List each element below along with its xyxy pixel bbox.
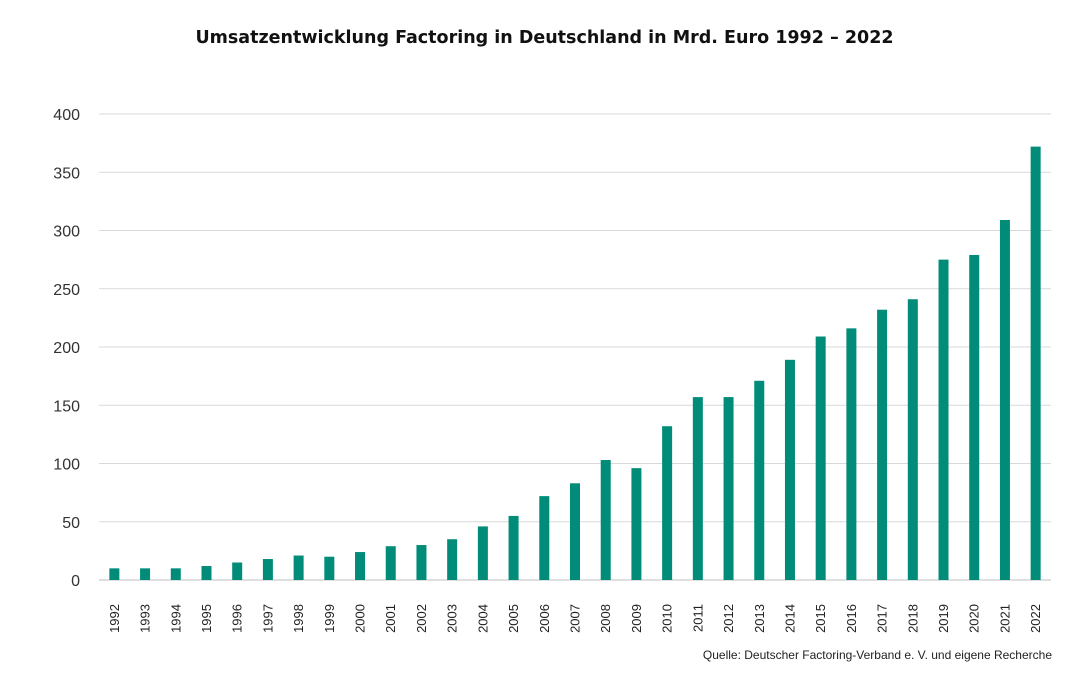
x-tick-label: 2020: [967, 604, 982, 633]
bar-2002: [416, 545, 427, 580]
x-tick-label: 1999: [322, 604, 337, 633]
bar-2001: [385, 546, 396, 580]
bar-2010: [662, 426, 673, 580]
chart-title: Umsatzentwicklung Factoring in Deutschla…: [195, 28, 894, 48]
x-tick-label: 1994: [168, 604, 183, 633]
x-tick-label: 2006: [537, 604, 552, 633]
bars: [109, 146, 1041, 580]
y-tick-label: 250: [53, 282, 80, 299]
x-tick-label: 2014: [782, 604, 797, 633]
bar-1994: [170, 568, 181, 580]
bar-2003: [447, 539, 458, 580]
bar-2004: [477, 526, 488, 580]
x-tick-label: 2001: [383, 604, 398, 633]
x-tick-label: 2022: [1028, 604, 1043, 633]
x-tick-label: 2017: [875, 604, 890, 633]
bar-1997: [262, 559, 273, 580]
bar-2011: [692, 397, 703, 580]
y-tick-label: 300: [53, 224, 80, 241]
x-tick-label: 2008: [598, 604, 613, 633]
bar-2021: [999, 220, 1010, 580]
x-tick-label: 1993: [138, 604, 153, 633]
y-tick-label: 200: [53, 340, 80, 357]
x-tick-label: 2015: [813, 604, 828, 633]
y-axis: 0 50 100 150 200 250 300 350 400: [53, 107, 80, 590]
x-axis: 1992 1993 1994 1995 1996 1997 1998 1999 2000 2001…: [107, 604, 1043, 633]
bar-1995: [201, 566, 212, 580]
bar-2006: [539, 496, 550, 580]
source-note: Quelle: Deutscher Factoring-Verband e. V…: [702, 648, 1052, 662]
y-tick-label: 50: [62, 515, 80, 532]
x-tick-label: 1998: [291, 604, 306, 633]
bar-2017: [877, 309, 888, 580]
x-tick-label: 2016: [844, 604, 859, 633]
x-tick-label: 1995: [199, 604, 214, 633]
x-tick-label: 2000: [353, 604, 368, 633]
y-tick-label: 0: [71, 573, 80, 590]
bar-1992: [109, 568, 120, 580]
bar-1999: [324, 556, 335, 580]
y-tick-label: 400: [53, 107, 80, 124]
x-tick-label: 2010: [660, 604, 675, 633]
x-tick-label: 2012: [721, 604, 736, 633]
x-tick-label: 2021: [997, 604, 1012, 633]
bar-2007: [570, 483, 580, 580]
bar-2015: [815, 336, 826, 580]
x-tick-label: 2019: [936, 604, 951, 633]
x-tick-label: 1997: [260, 604, 275, 633]
bar-1996: [232, 562, 243, 580]
x-tick-label: 1996: [230, 604, 245, 633]
x-tick-label: 2002: [414, 604, 429, 633]
bar-2013: [754, 380, 765, 580]
x-tick-label: 2013: [752, 604, 767, 633]
bar-2019: [938, 259, 949, 580]
bar-2012: [723, 397, 734, 580]
bar-1993: [140, 568, 151, 580]
bar-2005: [508, 515, 519, 580]
x-tick-label: 2011: [690, 604, 705, 632]
y-tick-label: 100: [53, 457, 80, 474]
bar-2014: [784, 359, 795, 580]
x-tick-label: 1992: [107, 604, 122, 633]
bar-2018: [907, 299, 918, 580]
bar-2009: [631, 468, 642, 580]
x-tick-label: 2005: [506, 604, 521, 633]
bar-2022: [1030, 146, 1041, 580]
bar-2016: [846, 328, 857, 580]
x-tick-label: 2009: [629, 604, 644, 633]
bar-2020: [969, 254, 980, 580]
y-tick-label: 350: [53, 165, 80, 182]
x-tick-label: 2007: [568, 604, 583, 633]
x-tick-label: 2004: [475, 604, 490, 633]
bar-2000: [355, 552, 366, 580]
y-tick-label: 150: [53, 398, 80, 415]
x-tick-label: 2003: [445, 604, 460, 633]
bar-2008: [600, 460, 611, 580]
bar-1998: [293, 555, 304, 580]
x-tick-label: 2018: [905, 604, 920, 633]
